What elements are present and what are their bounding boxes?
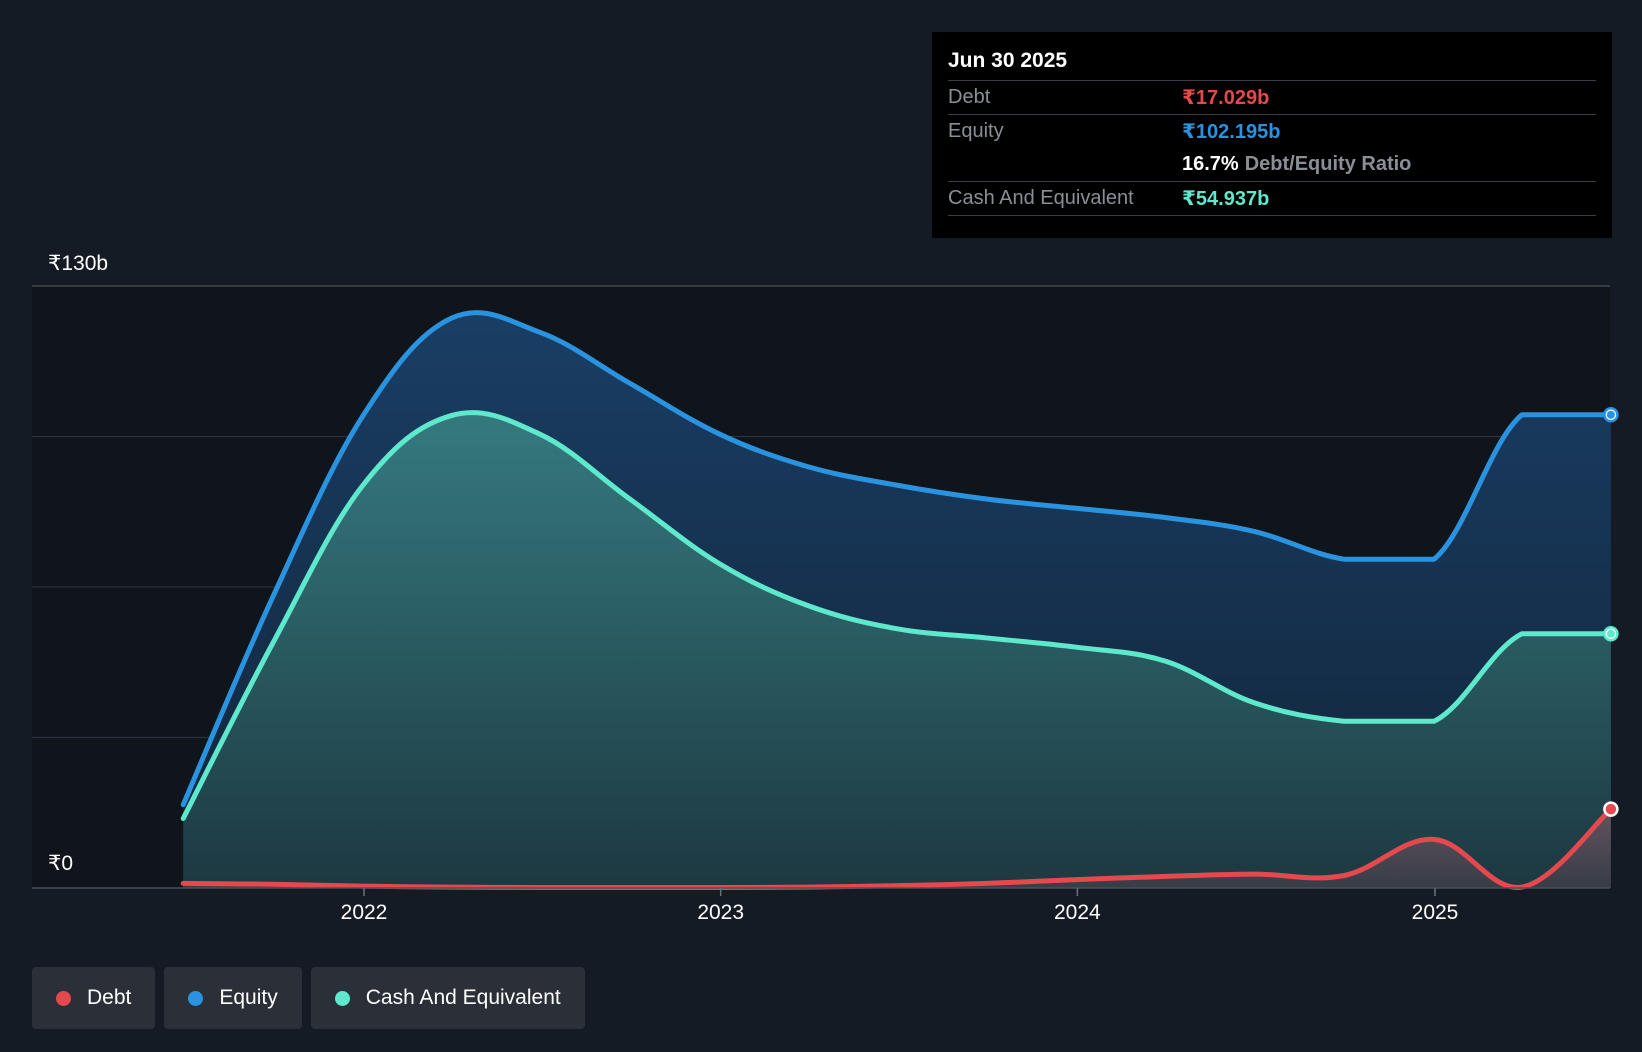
equity-dot-icon [188,990,204,1006]
tooltip-equity-label: Equity [948,120,1004,142]
end-markers [1603,406,1619,817]
x-tick-label: 2025 [1412,901,1459,924]
equity-line [180,310,1614,808]
cash-and-equivalent-area [183,412,1611,888]
tooltip-debt-label: Debt [948,86,991,108]
tooltip-row-cash: Cash And Equivalent ₹54.937b [948,181,1596,216]
tooltip-panel: Jun 30 2025 Debt ₹17.029b Equity ₹102.19… [932,32,1612,238]
debt-end-marker[interactable] [1603,801,1619,817]
cash-and-equivalent-end-marker-core [1606,629,1615,638]
tooltip-ratio-value: 16.7% [1182,153,1239,175]
tooltip-row-equity: Equity ₹102.195b [948,114,1596,148]
x-tick-label: 2024 [1054,901,1101,924]
tooltip-row-debt: Debt ₹17.029b [948,80,1596,114]
series-areas [183,312,1611,888]
y-axis-min-label: ₹0 [48,852,73,875]
y-axis-max-label: ₹130b [48,252,108,275]
legend-item-debt[interactable]: Debt [32,967,156,1029]
tooltip-date: Jun 30 2025 [948,49,1068,72]
legend-item-equity[interactable]: Equity [164,967,302,1029]
series-lines [180,310,1614,891]
legend-equity-label: Equity [219,986,278,1009]
x-tick-label: 2022 [341,901,388,924]
debt-line [180,806,1614,891]
tooltip-ratio-label: Debt/Equity Ratio [1244,153,1412,175]
tooltip-cash-value: ₹54.937b [1182,188,1270,210]
chart-legend: Debt Equity Cash And Equivalent [32,967,585,1029]
debt-dot-icon [56,990,71,1006]
tooltip-equity-value: ₹102.195b [1182,121,1281,143]
legend-debt-label: Debt [87,986,132,1009]
equity-end-marker-core [1606,410,1615,419]
x-axis-ticks: 2022 2023 2024 2025 [341,888,1459,924]
legend-item-cash[interactable]: Cash And Equivalent [310,967,585,1029]
debt-area [183,809,1611,888]
tooltip-debt-value: ₹17.029b [1182,87,1270,109]
x-tick-label: 2023 [697,901,744,924]
cash-and-equivalent-line [180,410,1614,822]
legend-cash-label: Cash And Equivalent [365,986,561,1009]
tooltip-cash-label: Cash And Equivalent [948,187,1134,209]
cash-dot-icon [334,990,350,1006]
tooltip-row-ratio: 16.7% Debt/Equity Ratio [948,148,1596,181]
